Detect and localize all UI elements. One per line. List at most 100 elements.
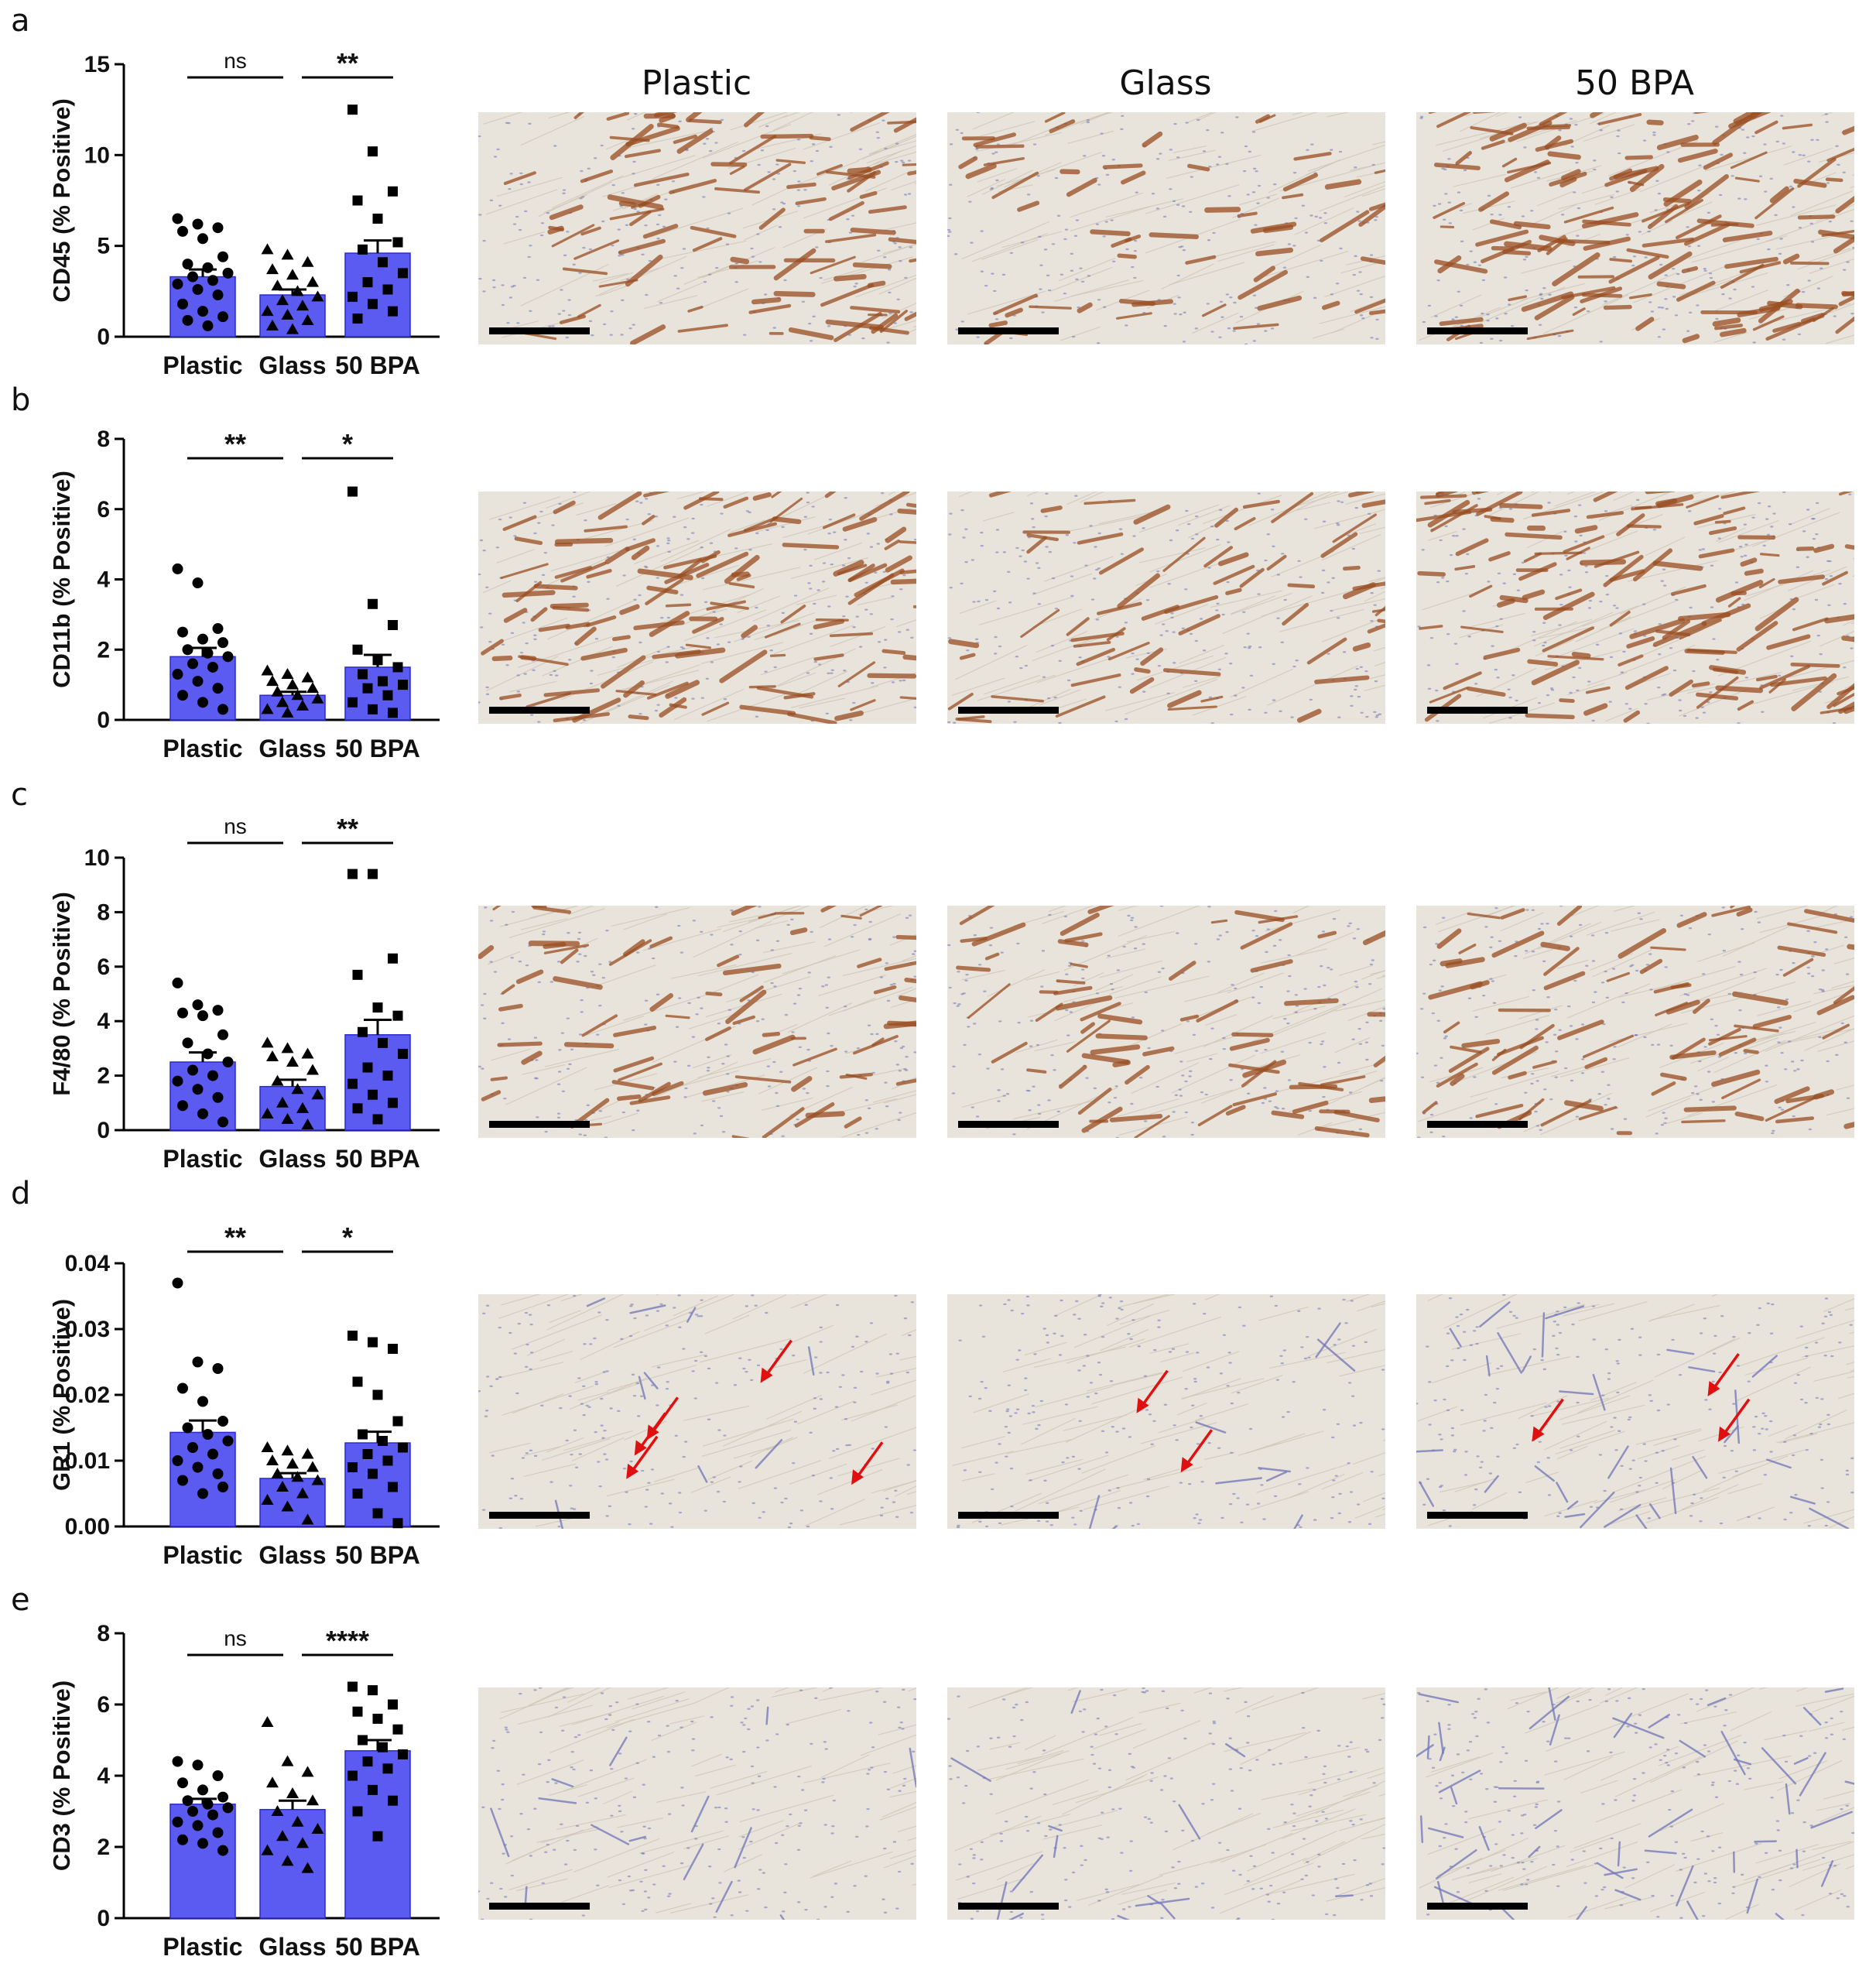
data-point	[296, 1101, 309, 1113]
data-point	[266, 1454, 279, 1465]
data-point	[311, 290, 324, 302]
data-point	[266, 675, 279, 687]
data-point	[261, 1036, 274, 1048]
data-point	[388, 953, 398, 964]
data-point	[296, 699, 309, 711]
data-point	[368, 1337, 378, 1348]
micrograph-d-glass	[947, 1294, 1385, 1529]
data-point	[382, 1763, 393, 1774]
data-point	[261, 305, 274, 317]
data-point	[271, 279, 284, 291]
micrograph-e-plastic	[478, 1687, 916, 1920]
data-point	[392, 1724, 403, 1735]
data-point	[271, 1468, 284, 1478]
data-point	[347, 291, 358, 302]
data-point	[212, 1468, 224, 1479]
data-point	[172, 1455, 183, 1466]
significance-label: **	[337, 813, 358, 845]
red-arrow-head	[1707, 1381, 1720, 1397]
micrograph-d-plastic	[478, 1294, 916, 1529]
y-tick-label: 10	[84, 142, 110, 168]
category-label: Glass	[258, 1541, 326, 1569]
scale-bar	[1427, 1121, 1528, 1128]
category-label: 50 BPA	[335, 351, 420, 379]
micrograph-e-50bpa	[1416, 1687, 1854, 1920]
data-point	[182, 644, 193, 656]
data-point	[202, 647, 214, 659]
significance-label: *	[342, 1221, 353, 1253]
data-point	[197, 1396, 208, 1407]
micrograph-a-glass	[947, 112, 1385, 344]
y-tick-label: 6	[97, 1692, 110, 1718]
data-point	[261, 1107, 274, 1119]
data-point	[182, 314, 193, 326]
data-point	[197, 1838, 208, 1849]
data-point	[388, 1098, 398, 1108]
red-arrow-head	[1136, 1397, 1149, 1413]
data-point	[378, 1037, 388, 1048]
bar-chart-b: CD11b (% Positive) 0 2 4 6 8 Plastic Glass 50 BP…	[48, 427, 440, 762]
tissue-background	[947, 906, 1385, 1138]
data-point	[352, 644, 363, 655]
data-point	[301, 1513, 314, 1525]
data-point	[202, 262, 214, 273]
data-point	[388, 1699, 398, 1710]
data-point	[266, 1776, 279, 1788]
micrograph-b-glass	[947, 492, 1385, 724]
micrograph-d-50bpa	[1416, 1294, 1854, 1529]
red-arrow-head	[1717, 1426, 1731, 1442]
y-tick-label: 6	[97, 497, 110, 522]
data-point	[197, 1010, 208, 1022]
data-point	[368, 146, 378, 157]
micrograph-b-plastic	[478, 492, 916, 724]
data-point	[388, 619, 398, 630]
data-point	[217, 1482, 228, 1492]
data-point	[266, 263, 279, 275]
data-point	[217, 1029, 228, 1040]
data-point	[177, 690, 188, 701]
category-label: Plastic	[163, 1541, 242, 1569]
significance-label: **	[337, 47, 358, 79]
y-axis-label: GR1 (% Positive)	[48, 1299, 75, 1491]
panel-c: c F4/80 (% Positive) 0 2 4 6 8 10 Plastic Glass 50…	[11, 777, 1854, 1173]
red-arrow	[1721, 1398, 1751, 1437]
data-point	[347, 697, 358, 707]
data-point	[212, 290, 224, 301]
data-point	[352, 313, 363, 324]
data-point	[301, 1862, 314, 1873]
data-point	[291, 1083, 304, 1095]
data-point	[276, 1830, 289, 1842]
data-point	[388, 186, 398, 197]
category-label: Glass	[258, 1933, 326, 1961]
data-point	[306, 682, 319, 694]
data-point	[358, 1026, 368, 1037]
data-point	[197, 1488, 208, 1499]
y-tick-label: 0	[97, 1906, 110, 1931]
panel-letter: c	[11, 777, 28, 813]
y-tick-label: 8	[97, 899, 110, 925]
data-point	[222, 1802, 234, 1814]
data-point	[172, 669, 183, 680]
data-point	[281, 1855, 294, 1866]
y-tick-label: 0.00	[65, 1514, 110, 1540]
data-point	[347, 1078, 358, 1089]
micrograph-b-50bpa	[1416, 492, 1854, 724]
panel-letter: d	[11, 1176, 30, 1211]
data-point	[378, 1742, 388, 1752]
column-header-50bpa: 50 BPA	[1575, 63, 1694, 103]
red-arrow	[1535, 1398, 1564, 1437]
red-arrow	[638, 1412, 667, 1451]
scale-bar	[958, 1512, 1059, 1519]
scale-bar	[1427, 1512, 1528, 1519]
red-arrow-head	[1532, 1426, 1545, 1442]
data-point	[217, 704, 228, 715]
panel-letter: b	[11, 382, 30, 418]
y-tick-label: 2	[97, 1835, 110, 1860]
category-label: 50 BPA	[335, 1541, 420, 1569]
significance-label: ****	[326, 1625, 369, 1657]
panel-e: e CD3 (% Positive) 0 2 4 6 8 Plastic Glass 50 BPA…	[11, 1582, 1854, 1961]
data-point	[388, 1795, 398, 1806]
data-point	[276, 294, 289, 306]
data-point	[261, 1441, 274, 1452]
